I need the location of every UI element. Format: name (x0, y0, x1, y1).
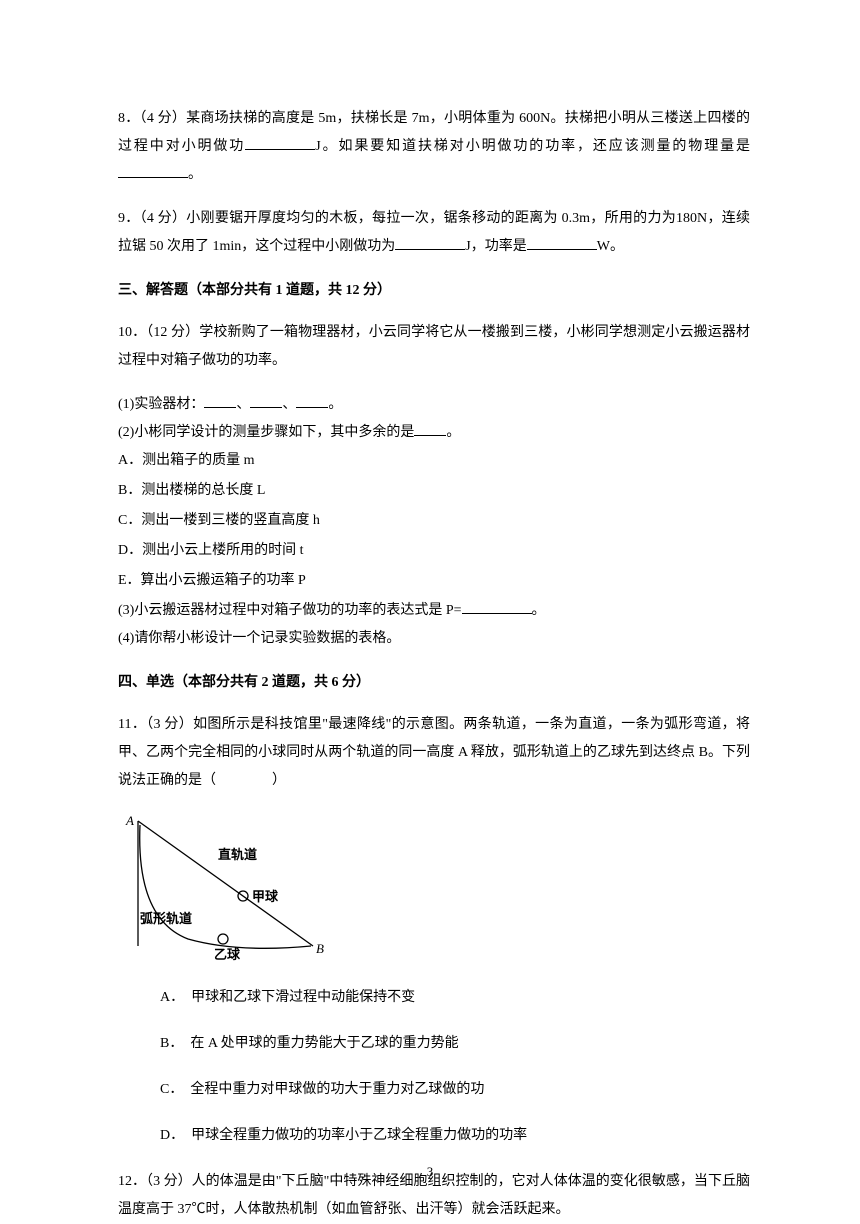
q11-optC-label: C． (160, 1082, 176, 1097)
q11-optA: A． 甲球和乙球下滑过程中动能保持不变 (118, 984, 750, 1012)
q10-sub3-period: 。 (532, 603, 546, 618)
q10-intro: 学校新购了一箱物理器材，小云同学将它从一楼搬到三楼，小彬同学想测定小云搬运器材过… (118, 325, 750, 368)
q11-optD: D． 甲球全程重力做功的功率小于乙球全程重力做功的功率 (118, 1122, 750, 1150)
blank-q10-1a (204, 392, 236, 408)
q8-number: 8． (118, 111, 140, 126)
q9-unit-a: J，功率是 (465, 239, 526, 254)
q11-text: 如图所示是科技馆里"最速降线"的示意图。两条轨道，一条为直道，一条为弧形弯道，将… (118, 717, 750, 788)
q10-sub4: (4)请你帮小彬设计一个记录实验数据的表格。 (118, 625, 750, 653)
q10-sub3: (3)小云搬运器材过程中对箱子做功的功率的表达式是 P= 。 (118, 597, 750, 625)
svg-text:直轨道: 直轨道 (218, 847, 257, 862)
q10-sub1-label: (1)实验器材： (118, 397, 204, 412)
q11-optB: B． 在 A 处甲球的重力势能大于乙球的重力势能 (118, 1030, 750, 1058)
blank-q9-1 (395, 234, 465, 250)
q8-unit-a: J。 (315, 139, 338, 154)
svg-text:B: B (316, 941, 324, 956)
sep1: 、 (236, 397, 250, 412)
q11-optC-text: 全程中重力对甲球做的功大于重力对乙球做的功 (190, 1082, 484, 1097)
svg-text:弧形轨道: 弧形轨道 (140, 911, 192, 926)
blank-q10-1b (250, 392, 282, 408)
question-10-intro: 10．（12 分）学校新购了一箱物理器材，小云同学将它从一楼搬到三楼，小彬同学想… (118, 319, 750, 375)
section-3-header: 三、解答题（本部分共有 1 道题，共 12 分） (118, 277, 750, 305)
q10-sub2: (2)小彬同学设计的测量步骤如下，其中多余的是 。 (118, 419, 750, 447)
q9-points: （4 分） (140, 211, 187, 226)
brachistochrone-diagram: A B 直轨道 弧形轨道 甲球 乙球 (118, 811, 750, 966)
q10-sub3-text: (3)小云搬运器材过程中对箱子做功的功率的表达式是 P= (118, 603, 462, 618)
q10-number: 10． (118, 325, 146, 340)
q11-optD-label: D． (160, 1128, 177, 1143)
q9-number: 9． (118, 211, 140, 226)
svg-text:甲球: 甲球 (252, 889, 279, 904)
question-8: 8．（4 分）某商场扶梯的高度是 5m，扶梯长是 7m，小明体重为 600N。扶… (118, 105, 750, 189)
q9-unit-b: W。 (597, 239, 624, 254)
q10-optB: B．测出楼梯的总长度 L (118, 477, 750, 505)
q12-text: 人的体温是由"下丘脑"中特殊神经细胞组织控制的，它对人体体温的变化很敏感，当下丘… (118, 1174, 750, 1217)
q10-sub2-period: 。 (446, 425, 460, 440)
q10-sub1-period: 。 (328, 397, 342, 412)
blank-q10-1c (296, 392, 328, 408)
q10-optC: C．测出一楼到三楼的竖直高度 h (118, 507, 750, 535)
q11-optB-text: 在 A 处甲球的重力势能大于乙球的重力势能 (190, 1036, 458, 1051)
q11-optA-label: A． (160, 990, 177, 1005)
blank-q8-1 (245, 134, 315, 150)
svg-text:A: A (125, 813, 134, 828)
q10-sub2-text: (2)小彬同学设计的测量步骤如下，其中多余的是 (118, 425, 414, 440)
blank-q10-2 (414, 420, 446, 436)
blank-q10-3 (462, 598, 532, 614)
blank-q9-2 (527, 234, 597, 250)
question-9: 9．（4 分）小刚要锯开厚度均匀的木板，每拉一次，锯条移动的距离为 0.3m，所… (118, 205, 750, 261)
q11-points: （3 分） (146, 717, 193, 732)
q11-optA-text: 甲球和乙球下滑过程中动能保持不变 (191, 990, 415, 1005)
blank-q8-2 (118, 162, 188, 178)
q10-optE: E．算出小云搬运箱子的功率 P (118, 567, 750, 595)
q11-number: 11． (118, 717, 146, 732)
q11-optD-text: 甲球全程重力做功的功率小于乙球全程重力做功的功率 (191, 1128, 527, 1143)
q8-points: （4 分） (140, 111, 187, 126)
sep2: 、 (282, 397, 296, 412)
q10-points: （12 分） (146, 325, 199, 340)
q11-optB-label: B． (160, 1036, 176, 1051)
q8-text-b: 如果要知道扶梯对小明做功的功率，还应该测量的物理量是 (338, 139, 750, 154)
q11-optC: C． 全程中重力对甲球做的功大于重力对乙球做的功 (118, 1076, 750, 1104)
q10-sub1: (1)实验器材： 、 、 。 (118, 391, 750, 419)
svg-text:乙球: 乙球 (214, 947, 241, 961)
section-4-header: 四、单选（本部分共有 2 道题，共 6 分） (118, 669, 750, 697)
question-11-intro: 11．（3 分）如图所示是科技馆里"最速降线"的示意图。两条轨道，一条为直道，一… (118, 711, 750, 795)
q10-optA: A．测出箱子的质量 m (118, 447, 750, 475)
q10-optD: D．测出小云上楼所用的时间 t (118, 537, 750, 565)
page-number: 3 (0, 1164, 860, 1180)
q8-period: 。 (188, 167, 202, 182)
